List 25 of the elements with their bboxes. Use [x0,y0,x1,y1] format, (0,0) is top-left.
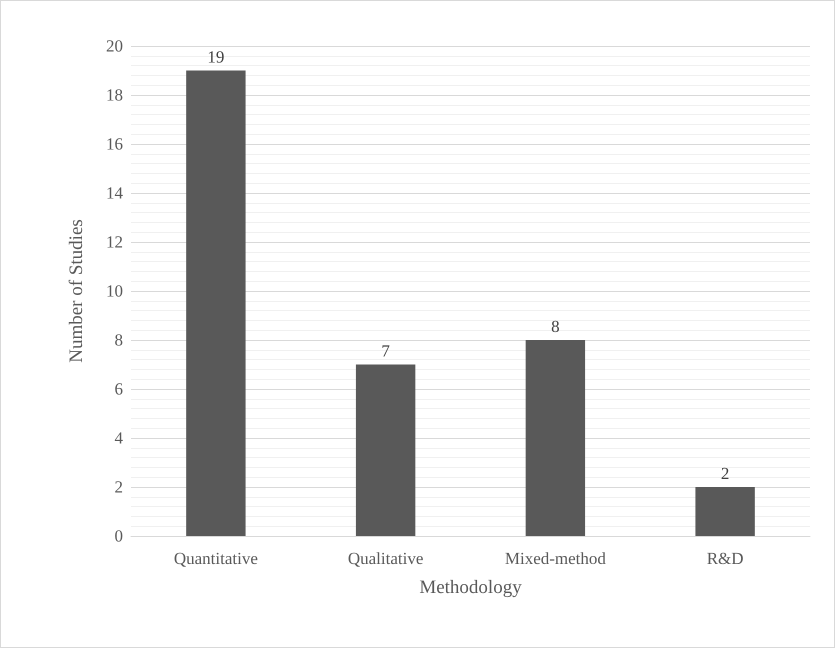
y-tick-label: 16 [106,134,123,154]
data-label: 8 [551,317,560,336]
y-tick-label: 12 [106,232,123,252]
x-axis-title: Methodology [419,577,522,598]
x-tick-label: Quantitative [174,549,258,568]
y-tick-label: 8 [114,330,123,350]
bar [356,364,416,536]
bar [186,70,246,536]
y-tick-label: 18 [106,86,123,104]
x-tick-label: R&D [706,549,744,568]
x-tick-label: Qualitative [348,549,424,568]
bar [695,487,755,536]
x-tick-label: Mixed-method [504,549,606,568]
data-label: 19 [207,48,224,66]
y-axis-title: Number of Studies [66,219,87,363]
bar [526,340,586,536]
data-label: 7 [381,342,390,360]
y-tick-label: 2 [114,478,123,496]
y-tick-label: 4 [114,428,124,448]
y-tick-label: 14 [106,184,124,202]
data-label: 2 [720,464,730,483]
y-tick-label: 0 [114,526,123,546]
y-tick-label: 6 [114,380,123,398]
y-tick-label: 20 [106,36,123,56]
y-tick-label: 10 [106,282,123,300]
